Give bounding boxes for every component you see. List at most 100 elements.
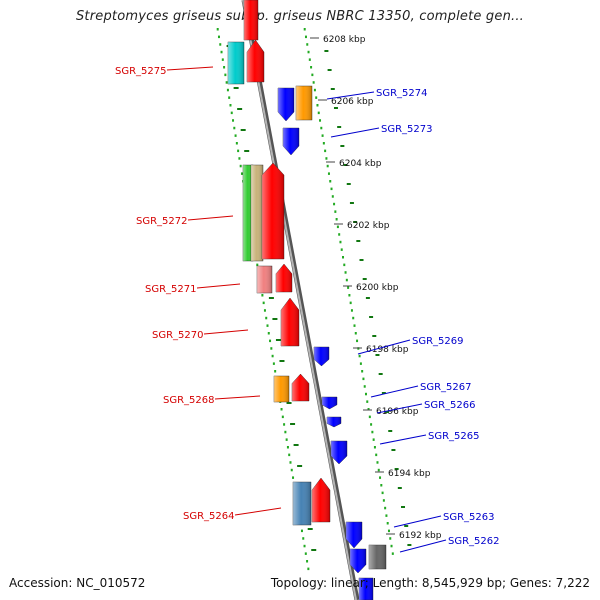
tick-mark	[369, 316, 374, 318]
gene-arrow	[349, 548, 367, 574]
guide-dot	[265, 316, 268, 320]
tick-mark	[372, 335, 377, 337]
guide-dot	[375, 453, 378, 457]
tick-mark	[340, 145, 345, 147]
gene-arrow	[275, 263, 293, 293]
tick-mark	[286, 402, 292, 404]
scale-label: 6198 kbp	[366, 345, 409, 355]
leader-line	[203, 329, 249, 335]
leader-line	[370, 385, 419, 398]
tick-mark	[343, 164, 348, 166]
leader-line	[393, 515, 442, 528]
tick-mark	[401, 506, 406, 508]
guide-dot	[225, 81, 228, 84]
guide-dot	[331, 195, 334, 198]
gene-arrow-shade	[314, 347, 329, 366]
leader-line	[330, 127, 380, 138]
gene-arrow-shade	[312, 478, 330, 522]
guide-dot	[350, 309, 353, 312]
gene-block	[243, 0, 259, 41]
gene-arrow-shade	[276, 264, 292, 292]
guide-dot	[329, 180, 332, 183]
leader-line	[326, 91, 375, 100]
scale-label: 6196 kbp	[376, 407, 419, 417]
guide-dot	[319, 119, 322, 122]
gene-label: SGR_5269	[412, 336, 464, 347]
guide-dot	[280, 408, 283, 411]
scale-label: 6200 kbp	[356, 283, 399, 293]
guide-dot	[307, 50, 310, 54]
guide-dot	[270, 347, 273, 350]
guide-dot	[376, 461, 379, 464]
tick-mark	[391, 449, 396, 451]
tick-mark	[346, 183, 351, 185]
scale-label: 6202 kbp	[347, 221, 390, 231]
tick-mark	[365, 297, 370, 299]
guide-dot	[219, 43, 222, 46]
guide-dot	[321, 134, 324, 137]
guide-dot	[324, 149, 327, 153]
guide-dot	[390, 544, 393, 548]
guide-dot	[330, 187, 333, 191]
gene-arrow	[345, 521, 363, 549]
tick-mark	[268, 297, 274, 299]
gene-block-shade	[274, 376, 289, 402]
guide-dot	[220, 50, 223, 54]
guide-dot	[289, 461, 292, 464]
tick-mark	[337, 126, 342, 128]
leader-line	[234, 507, 282, 516]
scale-label: 6194 kbp	[388, 469, 431, 479]
guide-dot	[339, 240, 342, 244]
guide-dot	[286, 446, 289, 449]
guide-dot	[379, 476, 382, 479]
tick-mark	[353, 221, 358, 223]
guide-dot	[366, 400, 369, 403]
guide-dot	[371, 430, 374, 434]
guide-dot	[281, 415, 284, 419]
guide-dot	[335, 218, 338, 221]
gene-block-shade	[228, 42, 244, 84]
guide-dot	[272, 362, 275, 365]
guide-dot	[304, 552, 307, 555]
gene-arrow-shade	[346, 522, 362, 548]
gene-arrow-shade	[281, 298, 299, 346]
gene-block	[273, 375, 290, 403]
gene-arrow-shade	[283, 128, 299, 155]
guide-dot	[302, 537, 305, 540]
guide-dot	[313, 88, 316, 92]
gene-block	[292, 481, 312, 526]
guide-dot	[361, 370, 364, 373]
guide-dot	[367, 408, 370, 411]
gene-arrow	[246, 39, 265, 83]
guide-dot	[221, 58, 224, 61]
gene-arrow-shade	[322, 397, 337, 409]
gene-block-shade	[369, 545, 386, 569]
topology-text: Topology: linear; Length: 8,545,929 bp; …	[270, 576, 590, 590]
guide-dot	[233, 126, 236, 130]
guide-dot	[229, 104, 232, 107]
leader-line	[187, 215, 234, 221]
guide-dot	[311, 73, 314, 77]
guide-dot	[292, 476, 295, 479]
leader-line	[399, 539, 447, 553]
guide-dot	[327, 172, 330, 175]
guide-dot	[352, 316, 355, 320]
tick-mark	[378, 373, 383, 375]
gene-block	[368, 544, 387, 570]
guide-dot	[224, 73, 227, 77]
gene-block	[358, 577, 374, 600]
guide-dot	[307, 567, 310, 571]
guide-dot	[269, 339, 272, 343]
guide-dot	[334, 210, 337, 213]
guide-dot	[261, 294, 264, 297]
gene-label: SGR_5271	[145, 284, 197, 295]
guide-dot	[283, 423, 286, 426]
tick-mark	[333, 107, 338, 109]
tick-mark	[404, 525, 409, 527]
tick-mark	[275, 339, 281, 341]
backbone-highlight	[242, 0, 357, 600]
gene-label: SGR_5265	[428, 431, 480, 442]
guide-dot	[288, 453, 291, 457]
leader-line	[376, 403, 423, 414]
gene-arrow	[261, 162, 285, 260]
